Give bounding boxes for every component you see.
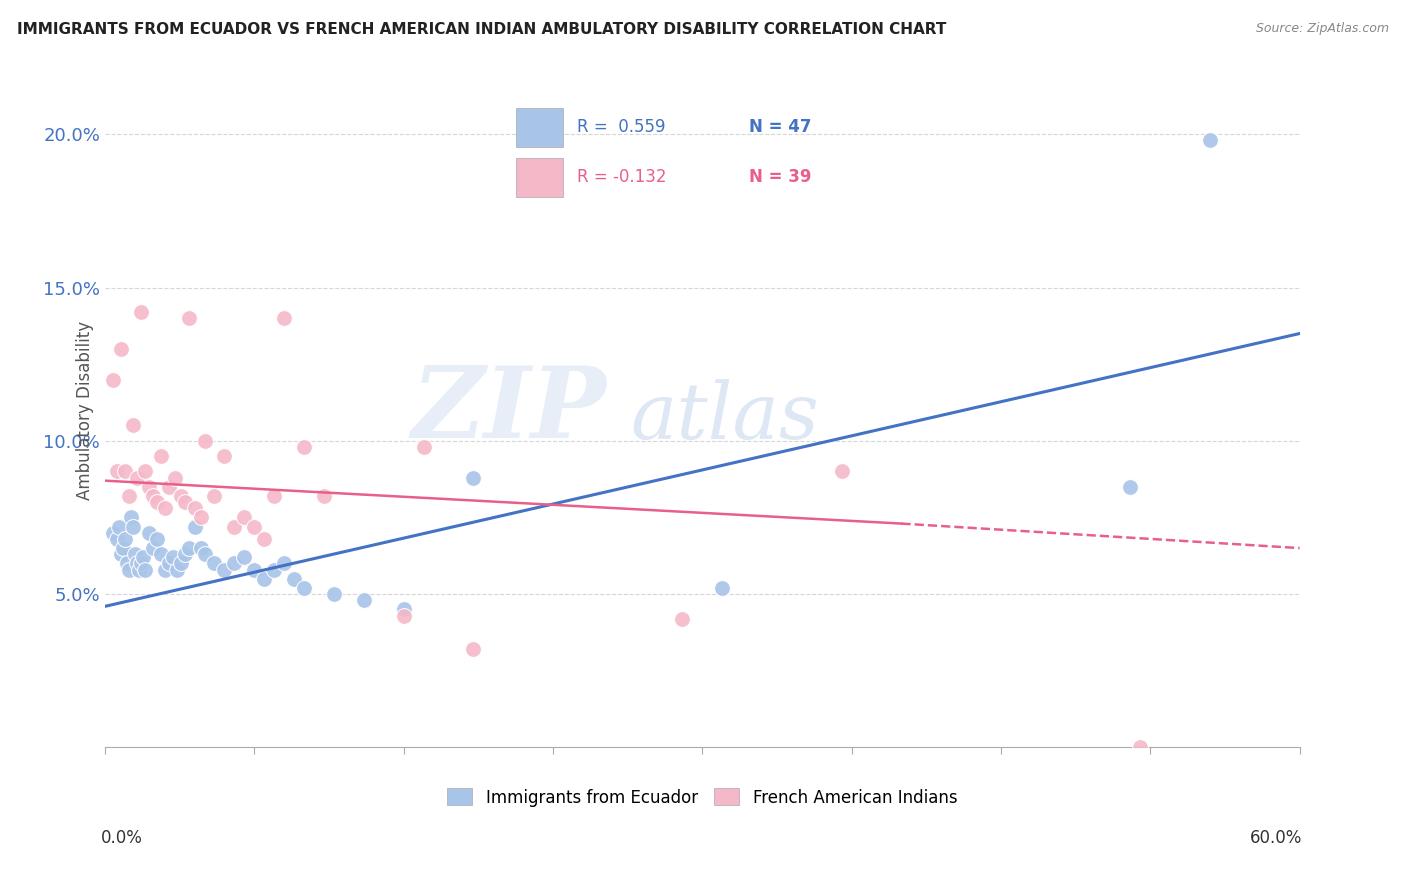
Point <box>166 563 188 577</box>
Point <box>134 563 156 577</box>
Point <box>392 608 415 623</box>
Point <box>224 519 246 533</box>
Point <box>1129 740 1152 755</box>
Point <box>108 519 131 533</box>
Text: atlas: atlas <box>631 379 820 455</box>
Point <box>149 547 172 561</box>
Point <box>129 557 152 571</box>
Point <box>142 489 165 503</box>
Point <box>118 563 141 577</box>
Point <box>115 557 138 571</box>
Point <box>463 470 485 484</box>
Text: IMMIGRANTS FROM ECUADOR VS FRENCH AMERICAN INDIAN AMBULATORY DISABILITY CORRELAT: IMMIGRANTS FROM ECUADOR VS FRENCH AMERIC… <box>17 22 946 37</box>
Point <box>145 495 167 509</box>
Point <box>671 611 693 625</box>
Point <box>157 480 180 494</box>
Point <box>1119 480 1142 494</box>
Point <box>193 434 215 448</box>
Point <box>273 557 295 571</box>
Point <box>169 557 191 571</box>
Point <box>157 557 180 571</box>
Y-axis label: Ambulatory Disability: Ambulatory Disability <box>76 320 94 500</box>
Point <box>711 581 734 595</box>
Point <box>190 510 212 524</box>
Point <box>114 465 136 479</box>
Point <box>124 547 146 561</box>
Point <box>214 449 236 463</box>
Point <box>121 519 143 533</box>
Point <box>323 587 346 601</box>
Point <box>292 581 315 595</box>
Point <box>105 465 128 479</box>
Point <box>118 489 141 503</box>
Point <box>243 519 266 533</box>
Point <box>153 563 176 577</box>
Point <box>312 489 335 503</box>
Point <box>831 465 853 479</box>
Point <box>169 489 191 503</box>
Point <box>110 547 132 561</box>
Point <box>183 501 205 516</box>
Point <box>177 541 200 555</box>
Point <box>243 563 266 577</box>
Point <box>129 305 152 319</box>
Point <box>138 480 160 494</box>
Point <box>110 342 132 356</box>
Point <box>253 532 276 546</box>
Point <box>101 372 124 386</box>
Point <box>263 563 285 577</box>
Point <box>142 541 165 555</box>
Point <box>204 489 226 503</box>
Point <box>114 532 136 546</box>
Text: ZIP: ZIP <box>412 362 607 458</box>
Point <box>111 541 134 555</box>
Point <box>412 440 434 454</box>
Point <box>214 563 236 577</box>
Point <box>353 593 375 607</box>
Point <box>125 470 148 484</box>
Point <box>263 489 285 503</box>
Point <box>145 532 167 546</box>
Point <box>183 519 205 533</box>
Point <box>193 547 215 561</box>
Point <box>132 550 155 565</box>
Point <box>463 642 485 657</box>
Point <box>273 311 295 326</box>
Point <box>163 470 186 484</box>
Text: 0.0%: 0.0% <box>101 830 143 847</box>
Point <box>121 418 143 433</box>
Point <box>233 510 256 524</box>
Point <box>101 525 124 540</box>
Legend: Immigrants from Ecuador, French American Indians: Immigrants from Ecuador, French American… <box>440 781 965 814</box>
Point <box>1199 133 1222 147</box>
Point <box>204 557 226 571</box>
Point <box>153 501 176 516</box>
Point <box>177 311 200 326</box>
Point <box>173 495 195 509</box>
Point <box>392 602 415 616</box>
Point <box>162 550 184 565</box>
Point <box>149 449 172 463</box>
Point <box>105 532 128 546</box>
Point <box>283 572 305 586</box>
Point <box>125 557 148 571</box>
Point <box>224 557 246 571</box>
Point <box>173 547 195 561</box>
Point <box>190 541 212 555</box>
Point <box>134 465 156 479</box>
Text: 60.0%: 60.0% <box>1250 830 1302 847</box>
Point <box>233 550 256 565</box>
Text: Source: ZipAtlas.com: Source: ZipAtlas.com <box>1256 22 1389 36</box>
Point <box>138 525 160 540</box>
Point <box>128 563 150 577</box>
Point <box>253 572 276 586</box>
Point <box>292 440 315 454</box>
Point <box>120 510 142 524</box>
